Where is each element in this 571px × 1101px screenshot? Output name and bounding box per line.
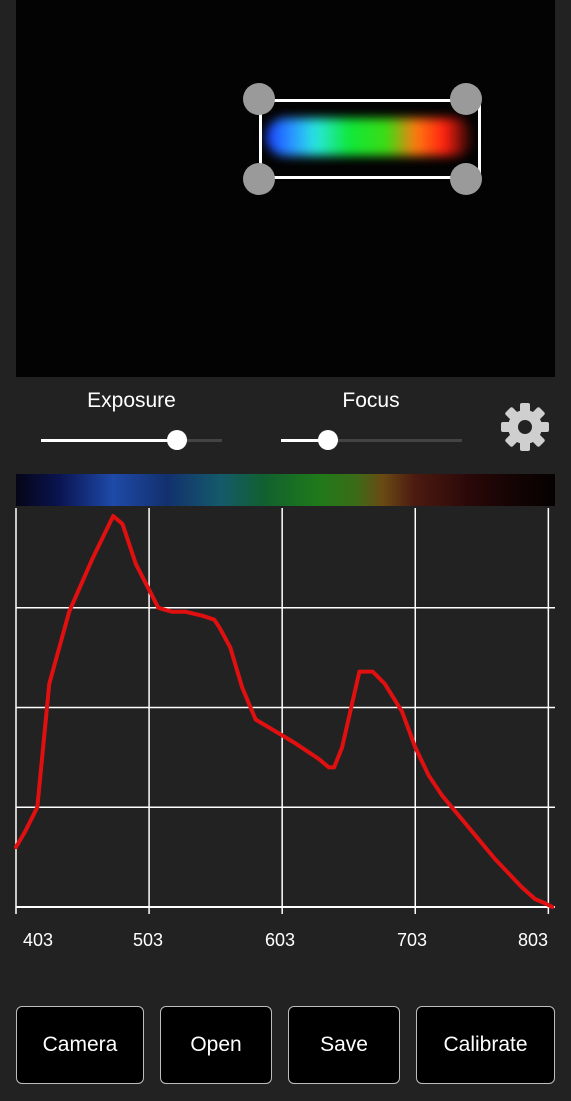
roi-handle-top-right[interactable] <box>450 83 482 115</box>
roi-handle-top-left[interactable] <box>243 83 275 115</box>
x-tick-label: 403 <box>22 930 54 950</box>
x-tick-label: 703 <box>396 930 428 950</box>
focus-slider-thumb[interactable] <box>318 430 339 450</box>
roi-handle-bottom-right[interactable] <box>450 163 482 195</box>
x-tick-label: 603 <box>264 930 296 950</box>
exposure-slider-fill <box>41 439 177 442</box>
focus-slider[interactable] <box>281 430 462 450</box>
gear-icon <box>501 403 549 451</box>
focus-slider-fill <box>281 439 329 442</box>
open-button[interactable]: Open <box>160 1006 272 1084</box>
x-tick-label: 503 <box>132 930 164 950</box>
camera-preview[interactable] <box>16 0 555 377</box>
settings-button[interactable] <box>499 401 551 453</box>
camera-button[interactable]: Camera <box>16 1006 144 1084</box>
exposure-slider-thumb[interactable] <box>166 430 187 450</box>
spectrum-plot <box>14 508 555 914</box>
roi-selection-box[interactable] <box>259 99 481 179</box>
exposure-slider[interactable] <box>41 430 222 450</box>
captured-spectrum-light <box>266 118 474 156</box>
calibrate-button[interactable]: Calibrate <box>416 1006 555 1084</box>
save-button[interactable]: Save <box>288 1006 400 1084</box>
x-tick-label: 803 <box>517 930 549 950</box>
exposure-label: Exposure <box>87 389 176 412</box>
spectrum-intensity-curve <box>14 514 555 909</box>
spectrum-color-strip <box>16 474 555 506</box>
roi-handle-bottom-left[interactable] <box>243 163 275 195</box>
focus-label: Focus <box>342 389 400 412</box>
